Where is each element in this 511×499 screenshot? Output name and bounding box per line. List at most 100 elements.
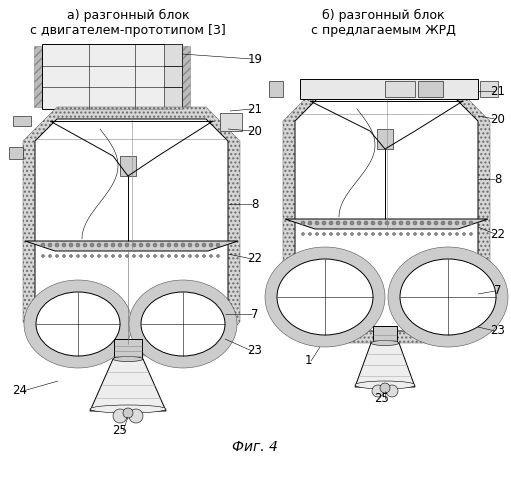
Circle shape [41, 254, 44, 257]
Circle shape [357, 221, 361, 225]
Text: 8: 8 [494, 173, 502, 186]
Circle shape [105, 254, 107, 257]
Circle shape [470, 233, 473, 236]
Circle shape [455, 233, 458, 236]
Ellipse shape [265, 247, 385, 347]
Circle shape [69, 243, 73, 247]
Text: 7: 7 [251, 307, 259, 320]
Circle shape [196, 254, 198, 257]
Bar [42, 44, 182, 109]
Text: 21: 21 [491, 84, 505, 97]
Circle shape [322, 221, 326, 225]
Polygon shape [283, 87, 490, 343]
Circle shape [329, 221, 333, 225]
Bar [377, 129, 393, 149]
Circle shape [448, 221, 452, 225]
Circle shape [309, 233, 312, 236]
Circle shape [181, 243, 185, 247]
Circle shape [77, 254, 80, 257]
Circle shape [462, 233, 466, 236]
Text: 22: 22 [491, 228, 505, 241]
Circle shape [337, 233, 339, 236]
Circle shape [83, 254, 86, 257]
Bar [300, 79, 478, 99]
Circle shape [400, 233, 403, 236]
Circle shape [315, 233, 318, 236]
Circle shape [427, 221, 431, 225]
Circle shape [202, 243, 206, 247]
Bar [385, 81, 415, 97]
Circle shape [132, 254, 135, 257]
Circle shape [434, 233, 437, 236]
Circle shape [350, 221, 354, 225]
Text: 22: 22 [247, 252, 263, 265]
Circle shape [442, 233, 445, 236]
Circle shape [469, 221, 473, 225]
Circle shape [129, 409, 143, 423]
Circle shape [441, 221, 445, 225]
Circle shape [385, 221, 389, 225]
Circle shape [330, 233, 333, 236]
Circle shape [371, 221, 375, 225]
Bar [373, 326, 397, 343]
Circle shape [49, 254, 52, 257]
Circle shape [301, 221, 305, 225]
Circle shape [97, 243, 101, 247]
Ellipse shape [90, 405, 166, 413]
Text: 21: 21 [247, 102, 263, 115]
Circle shape [358, 233, 360, 236]
Ellipse shape [129, 280, 237, 368]
Circle shape [380, 383, 390, 393]
Circle shape [62, 254, 65, 257]
Circle shape [189, 254, 192, 257]
Circle shape [132, 243, 136, 247]
Circle shape [90, 243, 94, 247]
Text: 20: 20 [247, 124, 263, 138]
Circle shape [55, 243, 59, 247]
Circle shape [399, 221, 403, 225]
Text: 20: 20 [491, 112, 505, 126]
Circle shape [301, 233, 305, 236]
Text: а) разгонный блок
с двигателем-прототипом [3]: а) разгонный блок с двигателем-прототипо… [30, 9, 226, 37]
Circle shape [56, 254, 58, 257]
Ellipse shape [400, 259, 496, 335]
Circle shape [146, 243, 150, 247]
Circle shape [98, 254, 101, 257]
Bar [480, 81, 498, 97]
Circle shape [378, 221, 382, 225]
Ellipse shape [355, 381, 415, 389]
Circle shape [168, 254, 171, 257]
Text: 23: 23 [491, 324, 505, 337]
Bar [418, 81, 443, 97]
Polygon shape [25, 241, 238, 251]
Circle shape [413, 221, 417, 225]
Bar [34, 46, 42, 107]
Circle shape [322, 233, 326, 236]
Circle shape [111, 254, 114, 257]
Circle shape [217, 254, 220, 257]
Circle shape [216, 243, 220, 247]
Circle shape [364, 221, 368, 225]
Circle shape [119, 254, 122, 257]
Bar [164, 44, 182, 109]
Text: 23: 23 [247, 344, 263, 357]
Circle shape [153, 243, 157, 247]
Circle shape [315, 221, 319, 225]
Circle shape [336, 221, 340, 225]
Ellipse shape [371, 340, 399, 345]
Circle shape [140, 254, 143, 257]
Circle shape [406, 221, 410, 225]
Circle shape [147, 254, 150, 257]
Bar [114, 339, 142, 359]
Circle shape [160, 254, 164, 257]
Circle shape [113, 409, 127, 423]
Circle shape [167, 243, 171, 247]
Circle shape [174, 243, 178, 247]
Circle shape [455, 221, 459, 225]
Ellipse shape [24, 280, 132, 368]
Ellipse shape [141, 292, 225, 356]
Circle shape [90, 254, 94, 257]
Circle shape [160, 243, 164, 247]
Circle shape [104, 243, 108, 247]
Polygon shape [90, 359, 166, 411]
